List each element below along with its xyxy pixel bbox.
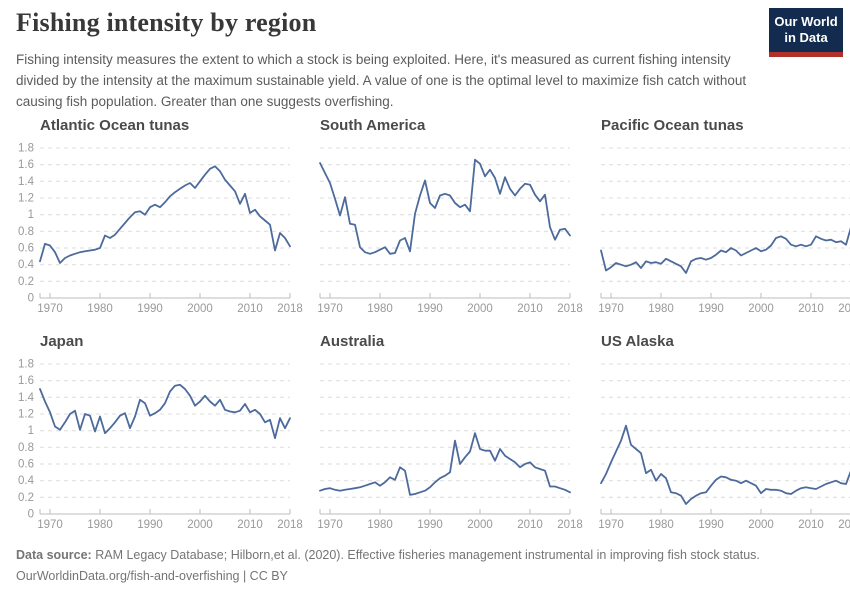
- x-tick-label: 1980: [87, 303, 113, 315]
- y-tick-label: 1.8: [18, 143, 34, 155]
- x-tick-label: 2000: [187, 303, 213, 315]
- series-line: [600, 227, 850, 274]
- y-tick-label: 0: [28, 509, 34, 521]
- x-tick-label: 1990: [698, 519, 724, 531]
- y-tick-label: 0.8: [18, 226, 34, 238]
- y-tick-label: 1.2: [18, 193, 34, 205]
- chart-subtitle: Fishing intensity measures the extent to…: [16, 52, 747, 110]
- panel-japan: Japan 0.2 0.4 0.6 0.8 1 1.2 1.4 1.6 1.8 0 1970 1980…: [15, 333, 303, 532]
- series-line: [39, 383, 291, 440]
- y-tick-label: 1: [28, 209, 34, 221]
- y-tick-label: 1.6: [18, 375, 34, 387]
- panel-title: US Alaska: [601, 333, 674, 350]
- x-tick-label: 2018: [838, 519, 850, 531]
- x-tick-label: 1980: [648, 519, 674, 531]
- y-tick-label: 0.4: [18, 475, 35, 487]
- x-tick-label: 2010: [517, 303, 543, 315]
- y-tick-label: 0.2: [18, 276, 34, 288]
- line-chart-australia: 1970 1980 1990 2000 2010 2018: [317, 363, 583, 531]
- x-tick-label: 2018: [277, 519, 303, 531]
- y-tick-label: 0.2: [18, 492, 34, 504]
- chart-footer: Data source: RAM Legacy Database; Hilbor…: [16, 545, 836, 588]
- x-tick-label: 2010: [237, 303, 263, 315]
- chart-row-1: Atlantic Ocean tunas 0.2 0.4 0.6 0.8 1 1.2 1.4…: [15, 117, 850, 316]
- y-tick-label: 0.6: [18, 243, 34, 255]
- panel-pacific-ocean-tunas: Pacific Ocean tunas 1970 1980 1990 2000 2010…: [598, 117, 850, 316]
- x-tick-label: 1980: [87, 519, 113, 531]
- x-tick-label: 1970: [37, 303, 63, 315]
- line-chart-pacific-ocean-tunas: 1970 1980 1990 2000 2010 2018: [598, 147, 850, 315]
- page-title: Fishing intensity by region: [16, 8, 317, 37]
- x-tick-label: 2000: [748, 519, 774, 531]
- panel-title: Japan: [40, 333, 84, 350]
- owid-url-link[interactable]: OurWorldinData.org/fish-and-overfishing …: [16, 569, 288, 584]
- x-tick-label: 1980: [367, 519, 393, 531]
- y-tick-label: 1.4: [18, 176, 35, 188]
- owid-logo-line2: in Data: [784, 30, 828, 46]
- y-tick-label: 0.4: [18, 259, 35, 271]
- x-tick-label: 1990: [417, 519, 443, 531]
- series-line: [39, 165, 291, 264]
- x-tick-label: 2018: [838, 303, 850, 315]
- x-tick-label: 1970: [317, 519, 343, 531]
- x-tick-label: 1970: [317, 303, 343, 315]
- panel-title: Australia: [320, 333, 385, 350]
- x-tick-label: 1990: [137, 303, 163, 315]
- y-tick-label: 1.4: [18, 392, 35, 404]
- x-tick-label: 2010: [798, 303, 824, 315]
- x-tick-label: 1990: [417, 303, 443, 315]
- y-tick-label: 0.8: [18, 442, 34, 454]
- small-multiples-grid: Atlantic Ocean tunas 0.2 0.4 0.6 0.8 1 1.2 1.4…: [15, 117, 850, 532]
- x-tick-label: 1990: [137, 519, 163, 531]
- x-tick-label: 2010: [798, 519, 824, 531]
- y-tick-label: 1.8: [18, 359, 34, 371]
- x-tick-label: 2010: [517, 519, 543, 531]
- data-source-line: Data source: RAM Legacy Database; Hilbor…: [16, 545, 836, 566]
- panel-title: Atlantic Ocean tunas: [40, 117, 190, 134]
- y-tick-label: 0.6: [18, 459, 34, 471]
- panel-title: South America: [320, 117, 426, 134]
- x-tick-label: 1970: [37, 519, 63, 531]
- chart-row-2: Japan 0.2 0.4 0.6 0.8 1 1.2 1.4 1.6 1.8 0 1970 1980…: [15, 333, 850, 532]
- x-tick-label: 2010: [237, 519, 263, 531]
- y-tick-label: 1.2: [18, 409, 34, 421]
- panel-us-alaska: US Alaska 1970 1980 1990 2000 2010 2018: [598, 333, 850, 532]
- x-tick-label: 1980: [648, 303, 674, 315]
- x-tick-label: 1990: [698, 303, 724, 315]
- panel-australia: Australia 1970 1980 1990 2000 2010 2018: [317, 333, 583, 532]
- x-tick-label: 2018: [277, 303, 303, 315]
- x-tick-label: 2018: [557, 303, 583, 315]
- line-chart-us-alaska: 1970 1980 1990 2000 2010 2018: [598, 363, 850, 531]
- x-tick-label: 2018: [557, 519, 583, 531]
- y-tick-label: 1.6: [18, 159, 34, 171]
- series-line: [319, 158, 571, 255]
- panel-south-america: South America 1970 1980 1990 2000 2010 2018: [317, 117, 583, 316]
- x-tick-label: 2000: [467, 519, 493, 531]
- y-tick-label: 0: [28, 293, 34, 305]
- owid-logo[interactable]: Our World in Data: [769, 8, 843, 57]
- x-tick-label: 1970: [598, 519, 624, 531]
- x-tick-label: 2000: [187, 519, 213, 531]
- owid-logo-line1: Our World: [774, 14, 838, 29]
- x-tick-label: 2000: [748, 303, 774, 315]
- panel-title: Pacific Ocean tunas: [601, 117, 744, 134]
- x-tick-label: 1970: [598, 303, 624, 315]
- data-source-text: RAM Legacy Database; Hilborn,et al. (202…: [91, 548, 760, 562]
- line-chart-south-america: 1970 1980 1990 2000 2010 2018: [317, 147, 583, 315]
- panel-atlantic-ocean-tunas: Atlantic Ocean tunas 0.2 0.4 0.6 0.8 1 1.2 1.4…: [15, 117, 303, 316]
- x-tick-label: 2000: [467, 303, 493, 315]
- series-line: [600, 424, 850, 505]
- x-tick-label: 1980: [367, 303, 393, 315]
- data-source-label: Data source:: [16, 548, 92, 562]
- series-line: [319, 432, 571, 496]
- y-tick-label: 1: [28, 425, 34, 437]
